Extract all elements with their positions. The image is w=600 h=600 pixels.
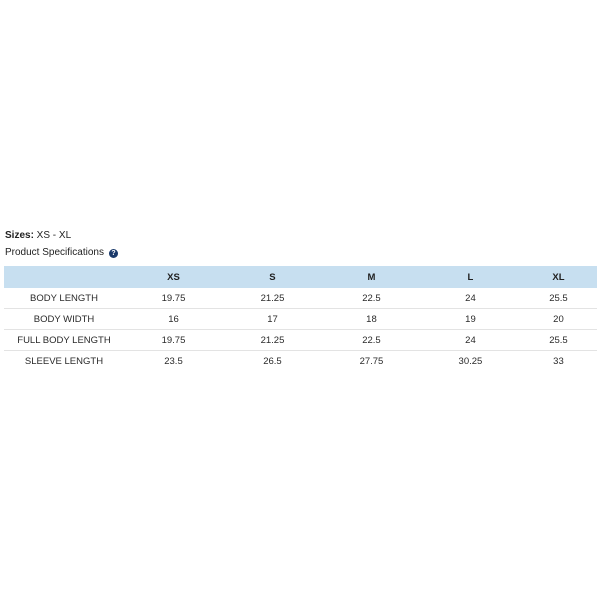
product-specifications-label: Product Specifications — [5, 247, 104, 258]
table-cell: 19.75 — [124, 329, 223, 351]
table-row: FULL BODY LENGTH 19.75 21.25 22.5 24 25.… — [4, 329, 597, 351]
table-cell: 25.5 — [519, 288, 597, 309]
table-cell: 21.25 — [222, 288, 322, 309]
table-row: SLEEVE LENGTH 23.5 26.5 27.75 30.25 33 — [4, 351, 597, 372]
sizes-summary: Sizes: XS - XL — [5, 230, 71, 242]
column-header-measurement — [4, 266, 124, 288]
column-header-l: L — [467, 271, 474, 283]
table-cell: 20 — [519, 308, 597, 330]
table-cell: 21.25 — [222, 329, 322, 351]
sizes-value: XS - XL — [33, 230, 72, 241]
size-chart-table: XS S M L XL BODY LENGTH 19.75 21.25 22.5… — [4, 266, 597, 371]
column-header-s: S — [269, 271, 276, 283]
row-label: BODY LENGTH — [4, 288, 124, 309]
table-row: BODY LENGTH 19.75 21.25 22.5 24 25.5 — [4, 288, 597, 309]
table-cell: 22.5 — [321, 288, 421, 309]
row-label: SLEEVE LENGTH — [24, 355, 104, 367]
table-cell: 26.5 — [263, 355, 282, 367]
table-cell: 19.75 — [124, 288, 223, 309]
column-header-xs: XS — [167, 271, 180, 283]
row-label: BODY WIDTH — [4, 308, 124, 330]
table-cell: 23.5 — [164, 355, 183, 367]
product-specifications-heading: Product Specifications ? — [5, 247, 118, 259]
table-cell: 24 — [420, 288, 520, 309]
table-cell: 17 — [222, 308, 322, 330]
table-cell: 24 — [420, 329, 520, 351]
table-cell: 19 — [420, 308, 520, 330]
table-header-row: XS S M L XL — [4, 266, 597, 288]
table-cell: 27.75 — [359, 355, 384, 367]
column-header-xl: XL — [552, 271, 565, 283]
sizes-label: Sizes: — [5, 230, 34, 241]
column-header-m: M — [367, 271, 376, 283]
table-cell: 18 — [321, 308, 421, 330]
table-row: BODY WIDTH 16 17 18 19 20 — [4, 308, 597, 330]
table-cell: 30.25 — [458, 355, 483, 367]
table-cell: 25.5 — [519, 329, 597, 351]
row-label: FULL BODY LENGTH — [4, 329, 124, 351]
question-icon[interactable]: ? — [108, 248, 118, 258]
table-cell: 33 — [553, 355, 564, 367]
table-cell: 16 — [124, 308, 223, 330]
table-cell: 22.5 — [321, 329, 421, 351]
